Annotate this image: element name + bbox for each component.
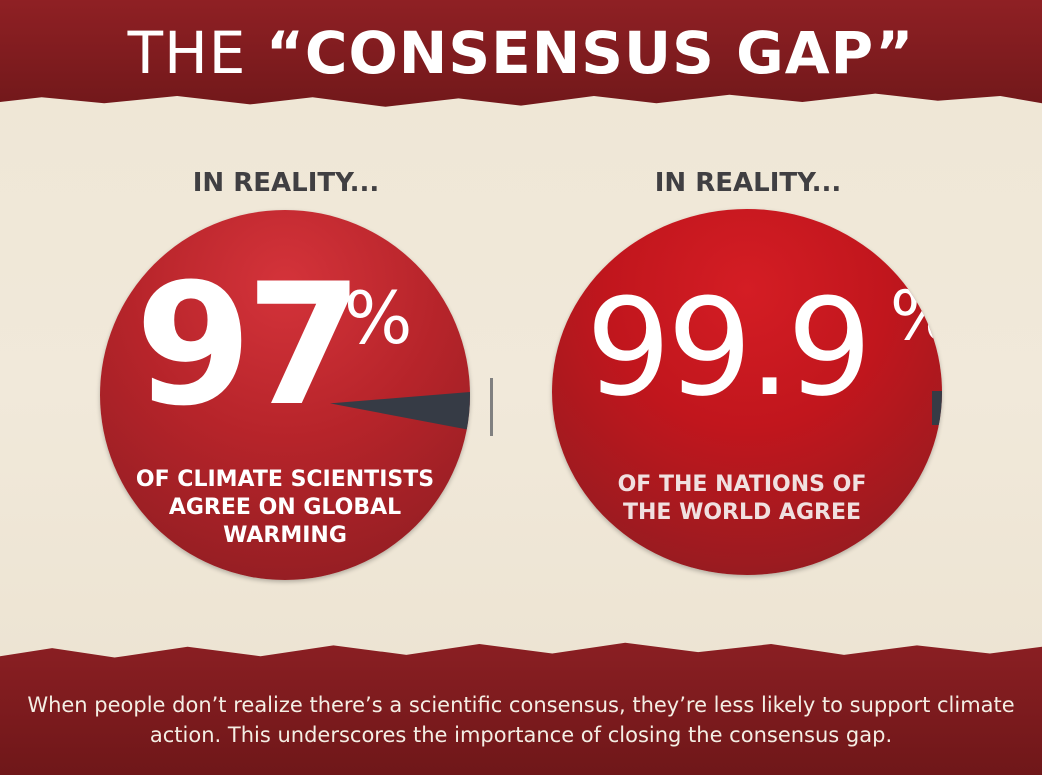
- scientists-percentage: 97: [135, 247, 363, 443]
- page-title: THE “CONSENSUS GAP”: [0, 10, 1042, 96]
- header-banner: [0, 0, 1042, 107]
- title-prefix: THE: [127, 19, 247, 87]
- nations-percentage: 99.9: [585, 270, 872, 426]
- nations-disagree-slice: [932, 391, 942, 425]
- left-heading: IN REALITY...: [192, 168, 380, 198]
- nations-percent-sign: %: [890, 281, 942, 353]
- scientists-caption: OF CLIMATE SCIENTISTS AGREE ON GLOBAL WA…: [135, 467, 435, 548]
- nations-pie: 99.9 % OF THE NATIONS OF THE WORLD AGREE: [552, 209, 942, 575]
- footer-text: When people don’t realize there’s a scie…: [27, 693, 1015, 747]
- center-divider: [490, 378, 493, 436]
- scientists-percent-sign: %: [344, 276, 413, 360]
- scientists-pie: 97 % OF CLIMATE SCIENTISTS AGREE ON GLOB…: [100, 210, 470, 580]
- footer-banner: [0, 642, 1042, 775]
- title-main: “CONSENSUS GAP”: [265, 19, 915, 87]
- right-heading: IN REALITY...: [654, 168, 842, 198]
- nations-caption: OF THE NATIONS OF THE WORLD AGREE: [617, 472, 867, 525]
